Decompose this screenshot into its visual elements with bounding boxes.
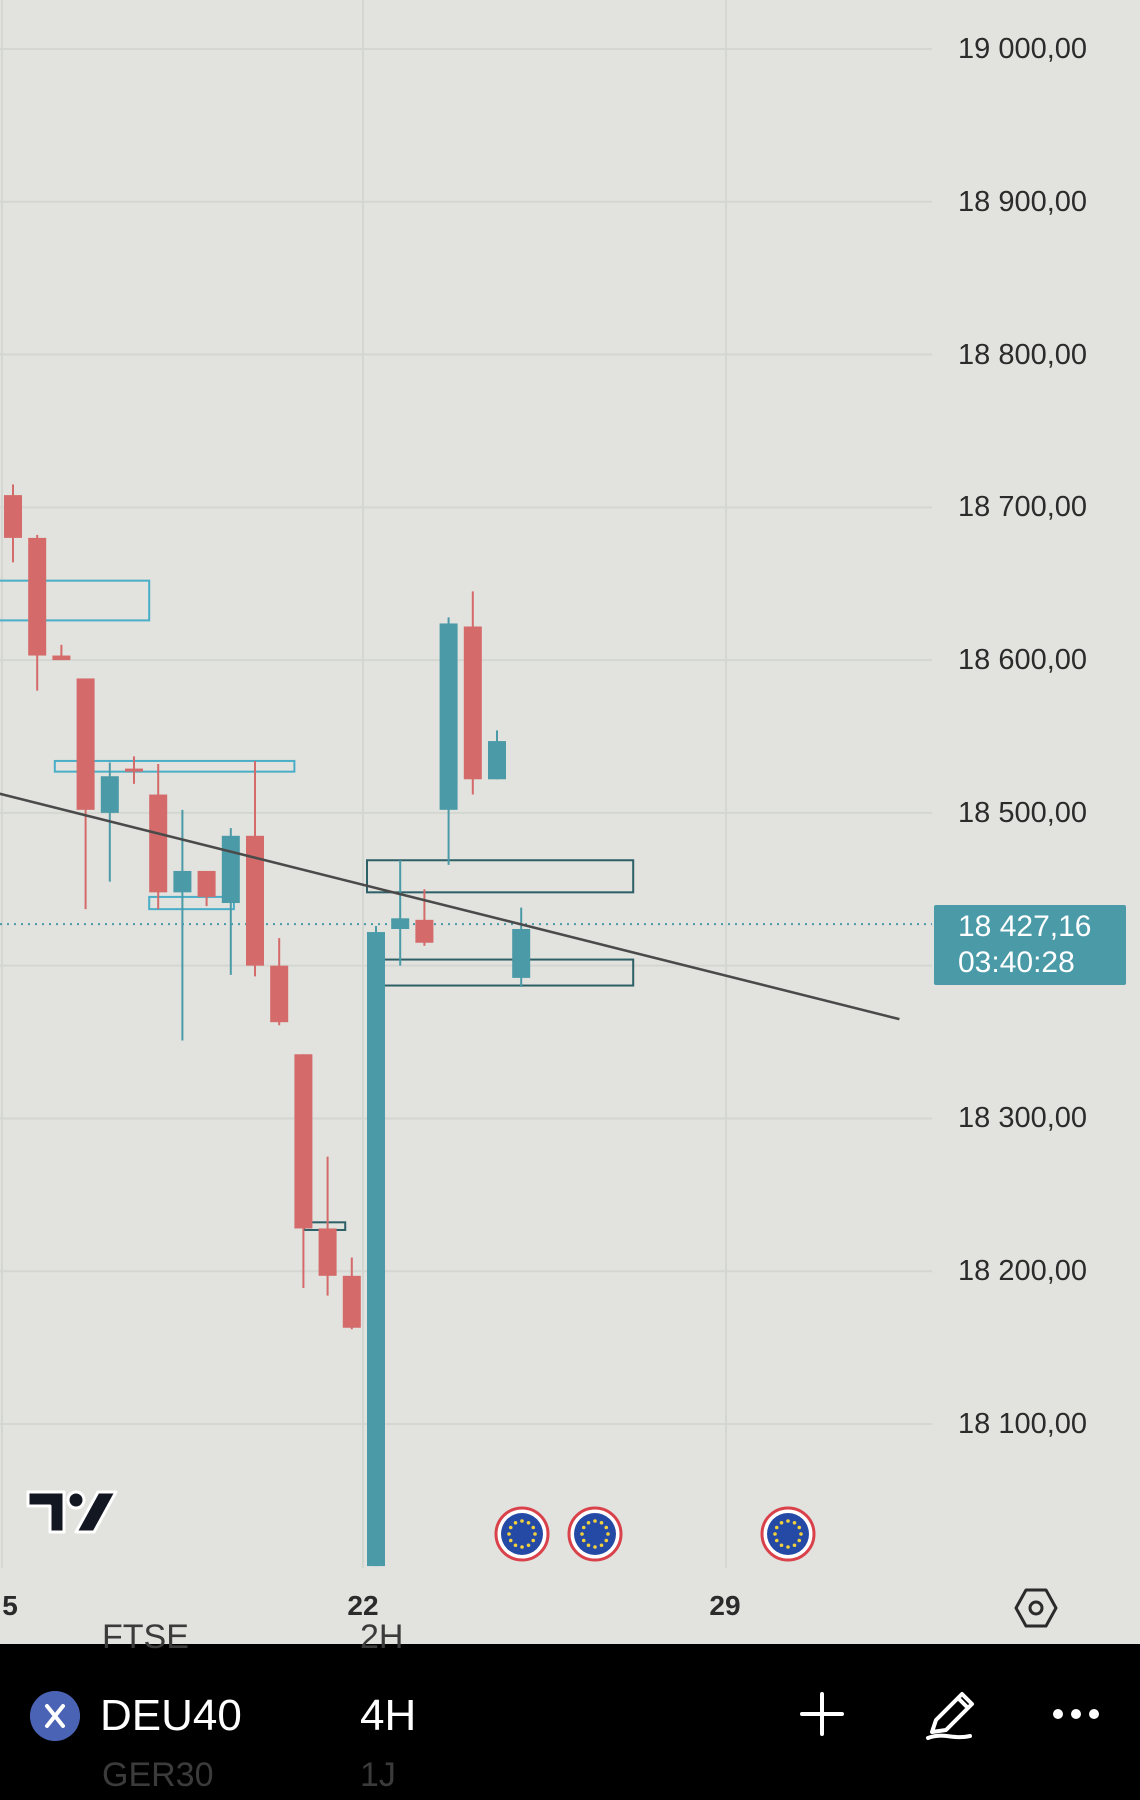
candle-body [52,655,71,661]
date-tick-label: 29 [709,1590,741,1621]
chart-area[interactable]: 19 000,00 18 900,00 18 800,00 18 700,00 18 6… [0,0,1140,1644]
price-tick-label: 18 600,00 [958,644,1088,677]
symbol-name[interactable]: DEU40 [100,1691,242,1740]
candle-countdown: 03:40:28 [958,946,1075,979]
candle-body [488,741,506,780]
candle-body [221,835,240,904]
zone-box [375,958,635,987]
candle-body [100,776,119,813]
candle-body [270,965,289,1023]
price-tick-label: 18 800,00 [958,338,1088,371]
candle-body [76,678,95,810]
candle-body [415,919,434,943]
candle-body [391,918,410,929]
price-tick-label: 18 300,00 [958,1102,1088,1135]
price-tick-label: 19 000,00 [958,33,1088,65]
prev-symbol-name: FTSE [102,1618,189,1656]
more-icon[interactable] [1044,1682,1108,1746]
bottom-toolbar: FTSE 2H GER30 1J [0,1618,1140,1800]
candle-body [28,537,47,656]
settings-hex-icon[interactable] [1014,1586,1058,1630]
eu-flag-icon[interactable] [567,1506,623,1562]
symbol-picker-next[interactable]: GER30 1J [102,1756,396,1795]
symbol-picker-prev[interactable]: FTSE 2H [102,1618,403,1657]
candle-body [512,929,531,978]
plus-icon[interactable] [790,1682,854,1746]
candle-body [125,768,143,772]
candle-body [367,932,385,1567]
zone-box [366,859,635,894]
candle-body [173,870,192,893]
price-tick-label: 18 700,00 [958,491,1088,524]
date-tick-label: 5 [2,1590,18,1621]
trend-line [0,792,900,1021]
close-x-icon[interactable] [30,1691,80,1741]
candle-body [318,1228,337,1276]
eu-flag-icon[interactable] [760,1506,816,1562]
candle-body [439,623,458,810]
current-price-value: 18 427,16 [958,910,1092,943]
current-price-label: 18 427,16 03:40:28 [934,905,1126,985]
timeframe-selector[interactable]: 4H [360,1691,417,1740]
next-timeframe: 1J [360,1756,396,1794]
price-tick-label: 18 200,00 [958,1255,1088,1288]
candle-body [197,870,216,897]
prev-timeframe: 2H [360,1618,404,1656]
candle-body [149,794,168,893]
candle-body [4,495,22,538]
zone-box [148,895,235,911]
pen-icon[interactable] [918,1682,982,1746]
zone-box [0,579,151,622]
eu-flag-icon[interactable] [494,1506,550,1562]
tradingview-logo[interactable] [24,1486,120,1538]
price-tick-label: 18 900,00 [958,185,1088,218]
candle-body [342,1275,361,1328]
date-tick-label: 22 [347,1590,379,1621]
price-tick-label: 18 500,00 [958,796,1088,829]
candle-body [294,1054,313,1229]
zone-box [53,759,296,773]
price-tick-label: 18 100,00 [958,1408,1088,1440]
candle-body [463,626,482,780]
candlestick-chart[interactable] [0,0,1140,1644]
next-symbol-name: GER30 [102,1756,214,1794]
candle-body [246,835,264,966]
